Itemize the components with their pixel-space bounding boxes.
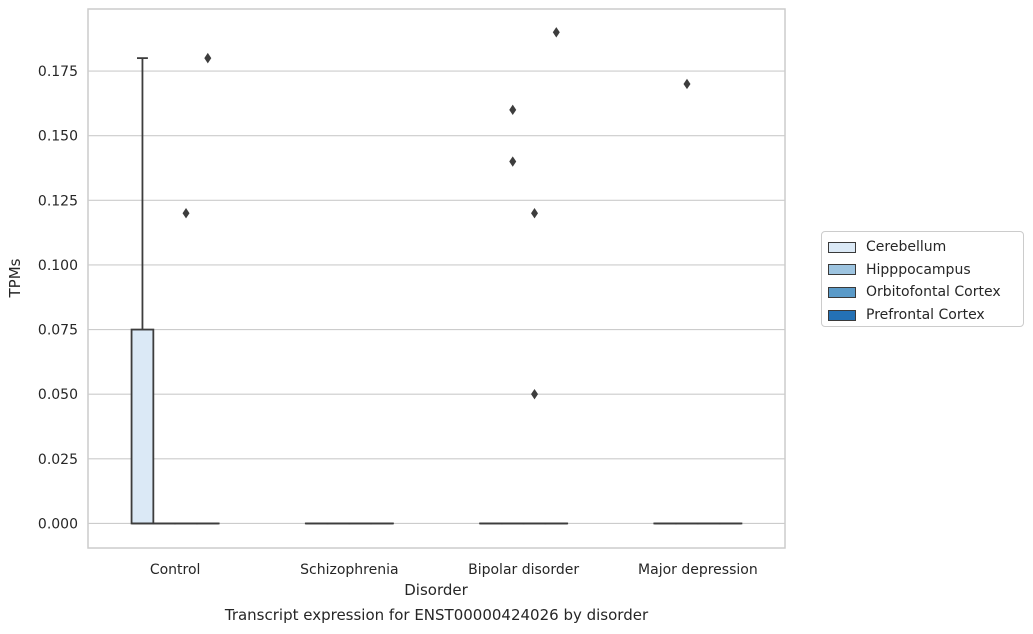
legend-item-cerebellum: Cerebellum bbox=[828, 236, 1023, 259]
legend: Cerebellum Hipppocampus Orbitofontal Cor… bbox=[821, 231, 1024, 327]
legend-item-hippocampus: Hipppocampus bbox=[828, 259, 1023, 282]
x-tick-label-bipolar-disorder: Bipolar disorder bbox=[468, 562, 579, 578]
outlier-prefrontal-cortex-bipolar-disorder bbox=[552, 27, 560, 38]
legend-item-orbitofrontal-cortex: Orbitofontal Cortex bbox=[828, 281, 1023, 304]
y-tick-label: 0.100 bbox=[38, 258, 78, 274]
legend-swatch-orbitofrontal-cortex bbox=[828, 286, 856, 298]
x-axis-label: Disorder bbox=[404, 581, 468, 599]
legend-swatch-prefrontal-cortex bbox=[828, 309, 856, 321]
outlier-hipppocampus-bipolar-disorder bbox=[509, 156, 517, 167]
x-tick-label-major-depression: Major depression bbox=[638, 562, 758, 578]
gridlines bbox=[88, 70, 785, 525]
y-tick-label: 0.050 bbox=[38, 387, 78, 403]
y-tick-label: 0.025 bbox=[38, 452, 78, 468]
outlier-prefrontal-cortex-control bbox=[204, 52, 212, 64]
plot-area-frame bbox=[87, 8, 786, 549]
x-tick-label-schizophrenia: Schizophrenia bbox=[300, 562, 398, 578]
y-tick-label: 0.175 bbox=[38, 64, 78, 80]
box-cerebellum-control bbox=[130, 328, 155, 525]
y-axis-label: TPMs bbox=[6, 258, 24, 298]
boxes bbox=[130, 57, 743, 525]
legend-swatch-cerebellum bbox=[828, 241, 856, 253]
outlier-hipppocampus-major-depression bbox=[683, 78, 691, 90]
legend-label-orbitofrontal-cortex: Orbitofontal Cortex bbox=[866, 284, 1001, 301]
y-tick-labels: 0.000 0.025 0.050 0.075 0.100 0.125 0.150 0.175 bbox=[38, 64, 78, 532]
x-tick-labels: Control Schizophrenia Bipolar disorder Majo… bbox=[150, 562, 758, 578]
y-tick-label: 0.075 bbox=[38, 323, 78, 339]
x-tick-label-control: Control bbox=[150, 562, 201, 578]
y-tick-label: 0.150 bbox=[38, 129, 78, 145]
outlier-orbitofontal-cortex-bipolar-disorder bbox=[531, 388, 539, 400]
y-tick-label: 0.000 bbox=[38, 516, 78, 532]
figure-caption: Transcript expression for ENST0000042402… bbox=[224, 606, 649, 624]
outlier-orbitofontal-cortex-bipolar-disorder bbox=[531, 208, 539, 219]
outliers bbox=[182, 27, 691, 400]
legend-swatch-hippocampus bbox=[828, 264, 856, 276]
legend-label-hippocampus: Hipppocampus bbox=[866, 261, 971, 278]
legend-item-prefrontal-cortex: Prefrontal Cortex bbox=[828, 304, 1023, 327]
outlier-orbitofontal-cortex-control bbox=[182, 208, 190, 219]
legend-label-cerebellum: Cerebellum bbox=[866, 239, 947, 256]
y-tick-label: 0.125 bbox=[38, 193, 78, 209]
outlier-hipppocampus-bipolar-disorder bbox=[509, 104, 517, 116]
legend-label-prefrontal-cortex: Prefrontal Cortex bbox=[866, 307, 985, 324]
